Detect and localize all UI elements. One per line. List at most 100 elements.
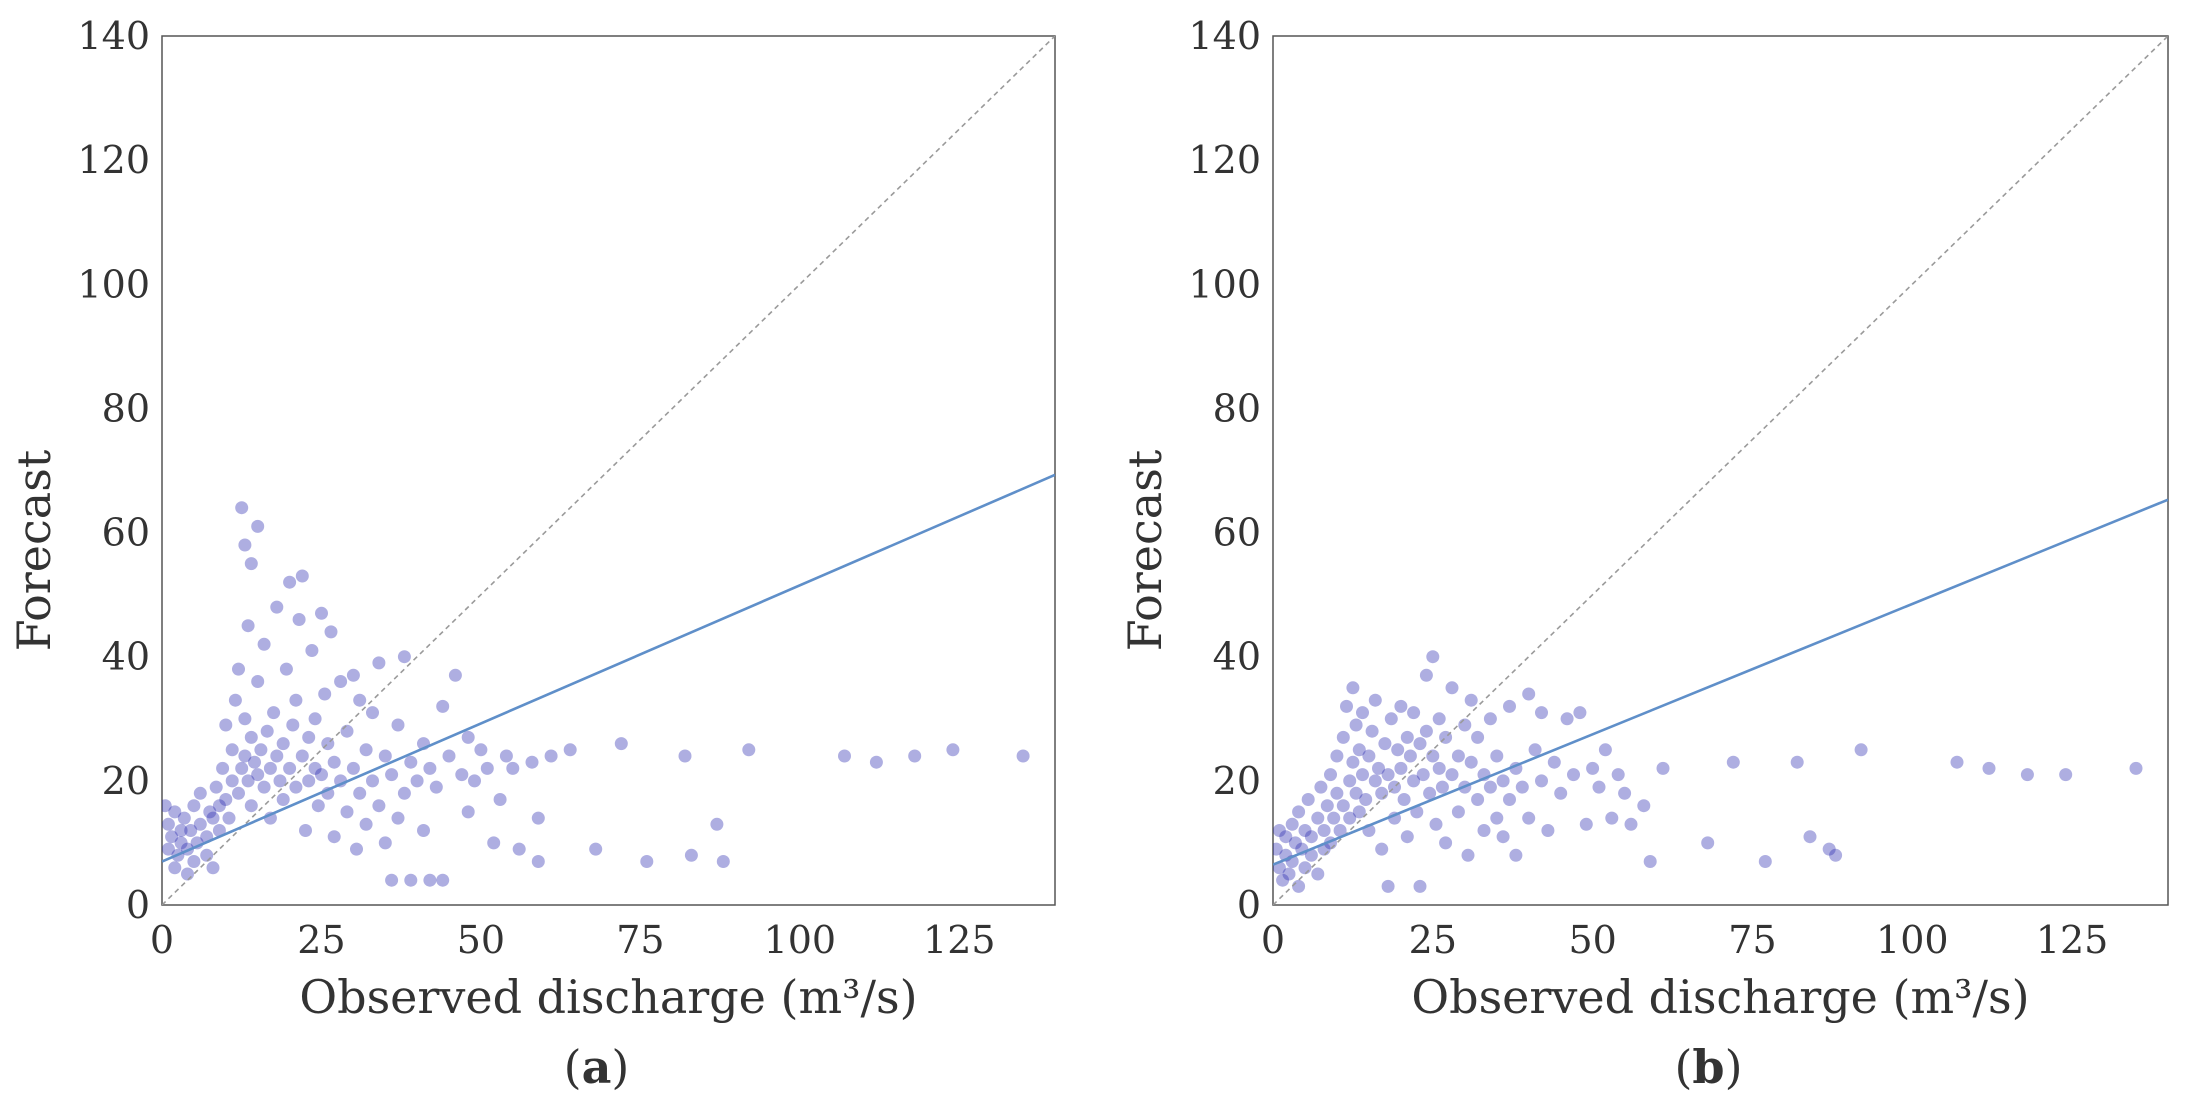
data-point [385,768,399,782]
data-point [270,749,284,763]
data-point [1432,712,1446,726]
data-point [1397,793,1411,806]
data-point [385,873,399,887]
y-tick-label: 0 [1237,883,1261,927]
data-point [1413,879,1427,893]
data-point [1298,861,1312,875]
data-point [742,743,756,757]
data-point [1535,706,1548,720]
data-point [563,743,577,757]
data-point [1359,793,1373,806]
data-point [318,687,332,701]
x-axis-label: Observed discharge (m³/s) [299,970,917,1024]
data-point [162,817,175,831]
data-point [1304,830,1318,844]
data-point [1273,824,1286,837]
data-point [193,786,207,800]
data-point [292,613,306,626]
data-point [244,557,258,571]
data-point [1352,805,1366,819]
data-point [1407,774,1421,788]
data-point [678,749,692,763]
data-point [1394,761,1408,775]
data-point [1384,712,1398,726]
data-point [238,538,252,552]
data-point [1547,755,1561,769]
data-point [270,600,284,614]
data-point [423,761,437,775]
y-tick-label: 100 [77,262,150,306]
plot-frame [1272,35,2169,906]
data-point [1560,712,1574,726]
data-point [1726,755,1740,769]
data-point [1451,749,1465,763]
data-point [2129,761,2143,775]
data-point [838,749,851,763]
data-point [346,761,360,775]
x-tick-label: 125 [923,918,996,962]
data-point [1356,768,1369,782]
data-point [1273,842,1283,856]
data-point [1656,761,1670,775]
data-point [302,730,316,744]
data-point [1503,699,1516,713]
data-point [1439,836,1453,850]
data-point [1592,780,1606,794]
data-point [1982,761,1996,775]
data-point [1458,718,1472,732]
data-point [241,619,255,633]
data-point [1528,743,1542,757]
data-point [589,842,603,856]
data-point [257,780,271,794]
data-point [1611,768,1625,782]
data-point [238,749,252,763]
data-point [1279,830,1293,844]
data-point [366,774,379,788]
data-point [404,873,418,887]
x-tick-label: 75 [1728,918,1776,962]
data-point [1016,749,1030,763]
data-point [1311,811,1325,825]
data-point [1320,799,1334,813]
data-point [174,836,188,850]
data-point [480,761,494,775]
data-point [1445,681,1459,695]
data-point [238,712,252,726]
data-point [1400,830,1414,844]
data-point [710,817,724,831]
panel-b: 0 25 50 75 100 125 0 20 40 60 80 100 120 140 Observed … [1118,14,2169,1094]
data-point [1435,780,1449,794]
identity-line [1273,36,2168,905]
data-point [222,811,236,825]
regression-line [162,473,1055,863]
data-point [2020,768,2034,782]
data-point [206,861,220,875]
y-tick-label: 120 [1188,138,1261,182]
data-point [1445,768,1459,782]
data-point [1301,793,1315,806]
data-point [1803,830,1817,844]
data-point [232,662,245,676]
data-point [1790,755,1804,769]
data-point [212,824,226,837]
data-point [257,637,271,651]
data-point [340,805,354,819]
data-point [187,855,201,868]
data-point [1461,848,1475,862]
x-tick-label: 25 [297,918,345,962]
data-point [251,675,265,688]
y-tick-label: 80 [1213,386,1261,430]
data-point [1365,724,1379,738]
data-point [295,569,309,583]
y-tick-label: 40 [102,635,150,679]
data-point [1854,743,1868,757]
data-point [1701,836,1715,850]
y-axis-label: Forecast [1118,449,1172,651]
x-tick-label: 0 [1261,918,1285,962]
data-point [1394,699,1408,713]
data-point [442,749,456,763]
data-point [1356,706,1369,720]
data-point [1346,681,1360,695]
data-point [353,786,367,800]
data-point [225,774,239,788]
